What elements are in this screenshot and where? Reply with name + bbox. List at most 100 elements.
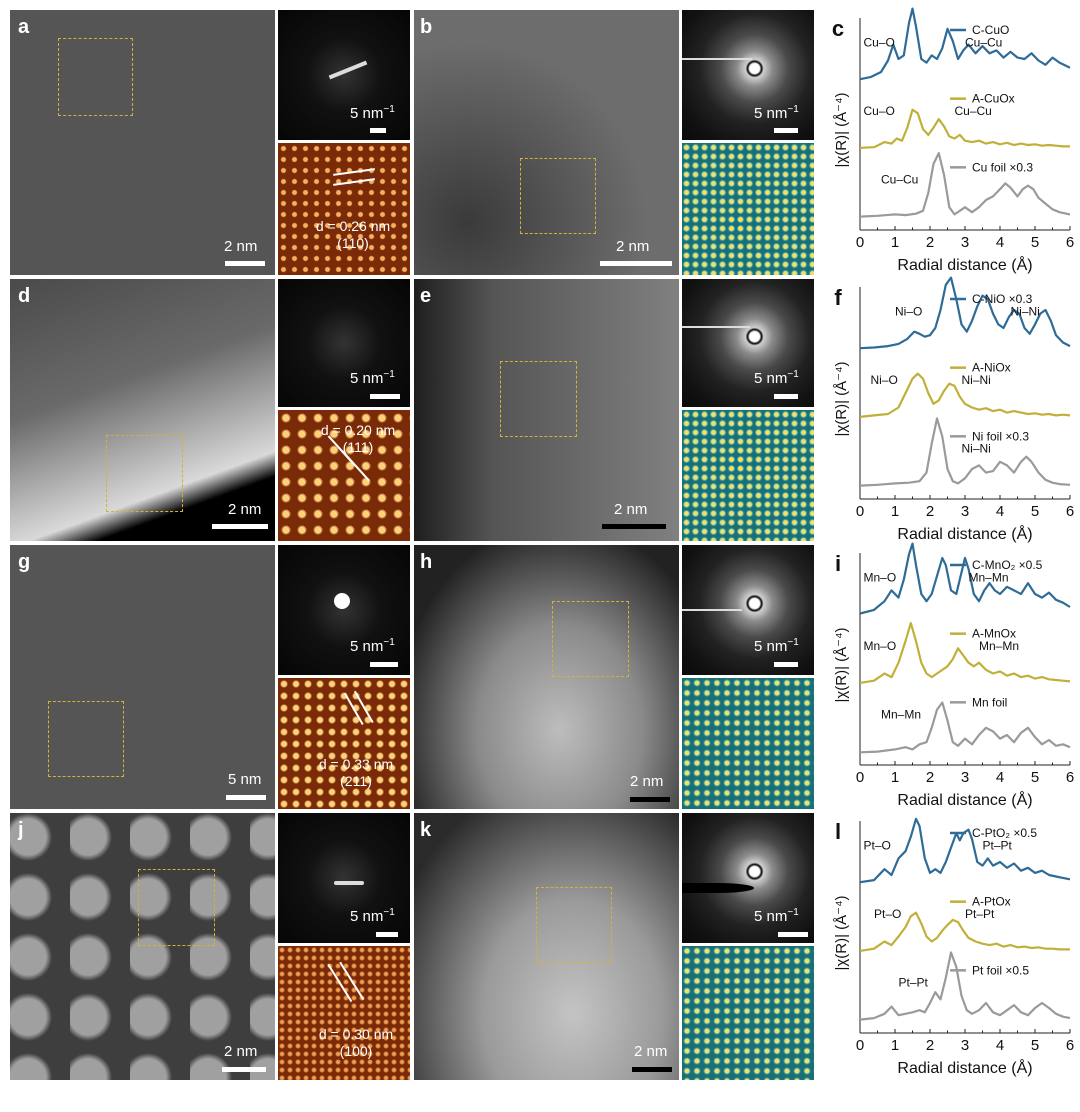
series-line: [859, 108, 1070, 149]
bond-annotation: Cu–Cu: [881, 173, 918, 187]
panel-letter: d: [18, 285, 31, 307]
x-tick-label: 0: [856, 234, 864, 251]
x-axis-label: Radial distance (Å): [897, 790, 1032, 809]
scale-bar-label: 2 nm: [634, 1043, 668, 1060]
scale-bar: [225, 261, 265, 266]
scale-bar-label: 2 nm: [228, 501, 262, 518]
panel-letter: l: [835, 819, 841, 844]
series-line: [859, 817, 1071, 884]
legend-label: C-CuO: [972, 23, 1009, 37]
selection-box: [106, 435, 183, 512]
unit-superscript: −1: [787, 369, 799, 380]
lattice-plane: (111): [342, 439, 374, 455]
panel-letter: j: [18, 819, 24, 841]
diffraction-beam-stop: [682, 883, 754, 893]
bond-annotation: Pt–Pt: [965, 907, 995, 921]
scale-bar-label: 5 nm−1: [350, 369, 395, 387]
bond-annotation: Pt–Pt: [983, 838, 1013, 852]
x-axis-label: Radial distance (Å): [897, 1058, 1032, 1077]
x-tick-label: 0: [856, 769, 864, 786]
x-tick-label: 2: [926, 1037, 934, 1054]
scale-bar: [376, 932, 398, 937]
scale-text: 5 nm: [754, 638, 788, 655]
panel-letter: f: [834, 285, 842, 310]
y-axis-label: |χ(R)| (Å⁻⁴): [833, 92, 850, 167]
x-tick-label: 5: [1031, 234, 1039, 251]
x-tick-label: 3: [961, 234, 969, 251]
series-line: [859, 701, 1071, 754]
x-tick-label: 2: [926, 503, 934, 520]
legend-label: Ni foil ×0.3: [972, 429, 1029, 443]
x-tick-label: 6: [1066, 1037, 1074, 1054]
scale-bar-label: 2 nm: [614, 501, 648, 518]
bond-annotation: Ni–Ni: [962, 373, 991, 387]
lattice-line-marker: [333, 168, 375, 176]
diffraction-beam-stop: [682, 58, 752, 60]
scale-bar: [774, 128, 798, 133]
x-tick-label: 4: [996, 503, 1004, 520]
scale-text: 5 nm: [350, 638, 384, 655]
x-tick-label: 0: [856, 503, 864, 520]
exafs-charts: 0 1 2 3 4 5 6 c Radial distance (Å) |χ(R)| (Å⁻⁴) C…: [832, 7, 1074, 1077]
bond-annotation: Mn–O: [864, 570, 897, 584]
d-value: d = 0.20 nm: [320, 422, 396, 438]
panel-letter: b: [420, 16, 433, 38]
x-tick-label: 5: [1031, 503, 1039, 520]
scale-bar: [632, 1067, 672, 1072]
selection-box: [138, 869, 215, 946]
bond-annotation: Mn–Mn: [969, 570, 1009, 584]
y-axis-label: |χ(R)| (Å⁻⁴): [833, 627, 850, 702]
scale-bar-label: 2 nm: [224, 1043, 258, 1060]
d-spacing-label: d = 0.33 nm (211): [306, 756, 406, 790]
x-tick-label: 5: [1031, 769, 1039, 786]
fft-filtered-amorphous-niox: [682, 410, 814, 541]
scale-bar-label: 2 nm: [630, 773, 664, 790]
saed-pattern-amorphous-niox: 5 nm−1: [682, 279, 814, 407]
series-line: [859, 152, 1071, 218]
x-tick-label: 3: [961, 1037, 969, 1054]
legend-label: A-PtOx: [972, 895, 1011, 909]
scale-bar-label: 5 nm−1: [754, 104, 799, 122]
scale-bar-label: 5 nm−1: [754, 907, 799, 925]
diffraction-beam-stop: [682, 609, 742, 611]
x-tick-label: 5: [1031, 1037, 1039, 1054]
stem-image-crystal-mno2: g 5 nm: [10, 545, 275, 809]
selection-box: [520, 158, 596, 234]
series-line: [859, 276, 1071, 350]
x-tick-label: 6: [1066, 234, 1074, 251]
saed-pattern-amorphous-cuox: 5 nm−1: [682, 10, 814, 140]
panel-letter: e: [420, 285, 432, 307]
scale-text: 5 nm: [350, 105, 384, 122]
x-tick-label: 3: [961, 503, 969, 520]
x-tick-label: 1: [891, 503, 899, 520]
x-tick-label: 2: [926, 234, 934, 251]
lattice-line-marker: [354, 690, 374, 723]
scale-bar-label: 5 nm−1: [350, 104, 395, 122]
fft-filtered-crystal-pto2: d = 0.30 nm (100): [278, 946, 410, 1080]
selection-box: [58, 38, 133, 116]
x-tick-label: 2: [926, 769, 934, 786]
scale-bar: [370, 394, 400, 399]
scale-text: 5 nm: [754, 370, 788, 387]
panel-letter: h: [420, 551, 433, 573]
scale-bar-label: 5 nm: [228, 771, 262, 788]
bond-annotation: Ni–O: [871, 373, 898, 387]
series-line: [859, 621, 1071, 684]
y-axis-label: |χ(R)| (Å⁻⁴): [833, 895, 850, 970]
scale-bar: [212, 524, 268, 529]
diffraction-center: [334, 593, 350, 609]
scale-text: 5 nm: [754, 105, 788, 122]
lattice-plane: (110): [337, 235, 369, 251]
x-tick-label: 4: [996, 769, 1004, 786]
x-tick-label: 4: [996, 234, 1004, 251]
panel-letter: i: [835, 551, 841, 576]
legend-label: C-PtO₂ ×0.5: [972, 826, 1037, 840]
series-line: [859, 951, 1071, 1021]
lattice-plane: (211): [340, 773, 372, 789]
saed-pattern-amorphous-ptox: 5 nm−1: [682, 813, 814, 943]
series-line: [859, 911, 1070, 952]
panel-letter: k: [420, 819, 432, 841]
d-value: d = 0.26 nm: [315, 218, 391, 234]
d-spacing-label: d = 0.26 nm (110): [298, 218, 408, 252]
bond-annotation: Cu–Cu: [955, 104, 992, 118]
